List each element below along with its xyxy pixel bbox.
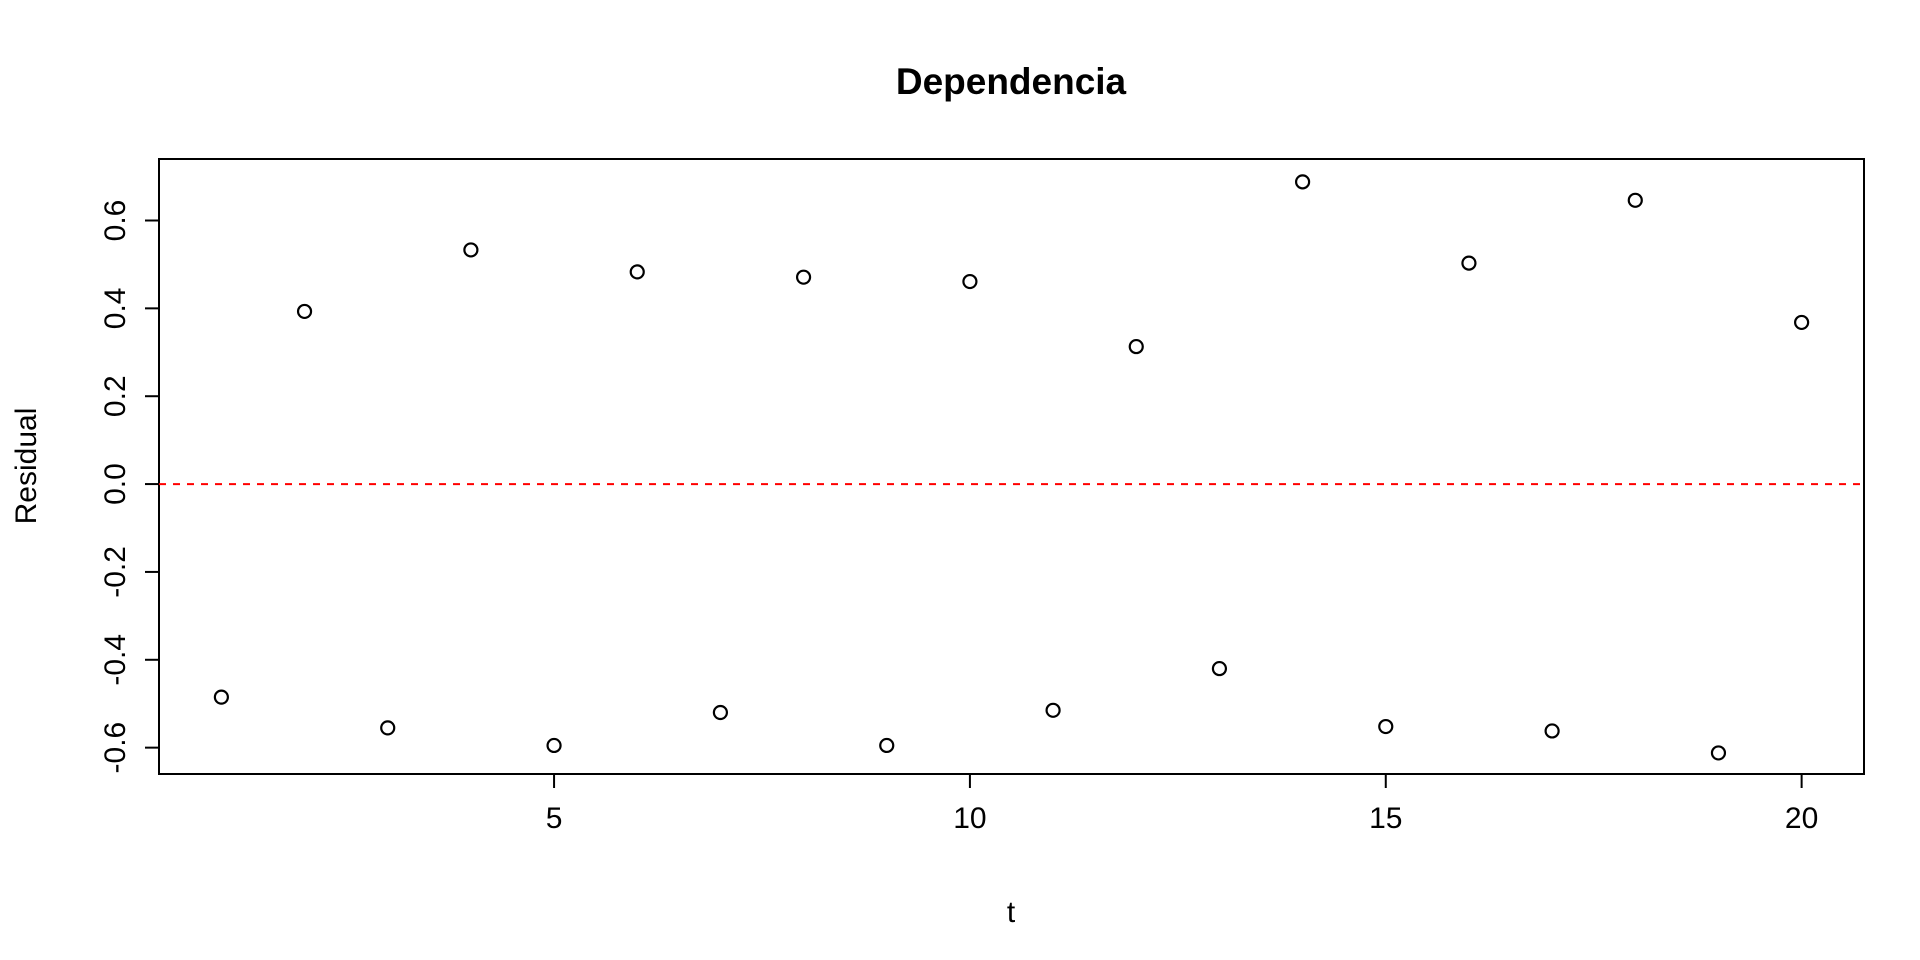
y-axis-label: Residual xyxy=(10,408,43,525)
y-tick-label-6: 0.6 xyxy=(99,200,132,242)
data-point-4 xyxy=(463,242,479,258)
data-point-12 xyxy=(1128,338,1144,355)
data-point-19 xyxy=(1710,745,1727,761)
x-axis-label: t xyxy=(1007,896,1016,929)
y-axis: -0.6 -0.4 -0.2 0.0 0.2 0.4 0.6 xyxy=(99,200,159,774)
data-point-17 xyxy=(1544,723,1560,739)
data-point-5 xyxy=(546,737,562,754)
plot-frame xyxy=(158,158,1865,775)
data-point-6 xyxy=(629,264,645,280)
data-point-7 xyxy=(712,704,729,721)
data-point-2 xyxy=(296,303,313,320)
data-point-10 xyxy=(962,273,978,290)
chart-title: Dependencia xyxy=(896,61,1127,102)
x-tick-label-20: 20 xyxy=(1785,802,1818,835)
y-tick-label-0: -0.6 xyxy=(99,722,132,774)
data-point-16 xyxy=(1461,255,1477,271)
x-tick-label-5: 5 xyxy=(546,802,563,835)
data-point-18 xyxy=(1627,192,1643,208)
data-points xyxy=(213,174,1810,761)
data-point-13 xyxy=(1211,660,1228,677)
data-point-15 xyxy=(1378,718,1394,735)
data-point-3 xyxy=(380,720,396,736)
x-tick-label-15: 15 xyxy=(1369,802,1402,835)
y-tick-label-4: 0.2 xyxy=(99,375,132,417)
data-point-8 xyxy=(795,269,812,285)
x-tick-label-10: 10 xyxy=(953,802,986,835)
data-point-11 xyxy=(1045,702,1061,718)
data-point-20 xyxy=(1794,314,1810,331)
x-axis: 5 10 15 20 xyxy=(546,774,1818,835)
y-tick-label-1: -0.4 xyxy=(99,634,132,686)
data-point-1 xyxy=(213,689,229,705)
data-point-14 xyxy=(1294,174,1311,190)
y-tick-label-3: 0.0 xyxy=(99,463,132,505)
y-tick-label-5: 0.4 xyxy=(99,287,132,329)
y-tick-label-2: -0.2 xyxy=(99,546,132,598)
data-point-9 xyxy=(879,737,895,754)
